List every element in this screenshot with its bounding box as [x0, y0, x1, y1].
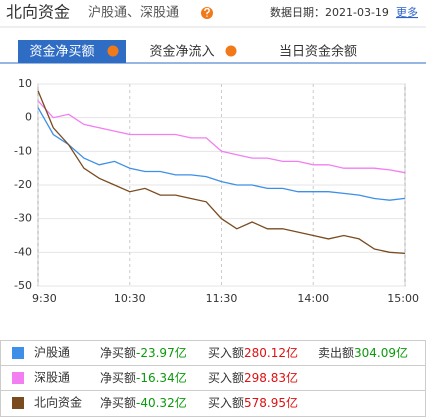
help-glyph [204, 7, 210, 17]
cell-value: -23.97亿 [136, 345, 187, 360]
cell-label: 卖出额 [318, 346, 354, 360]
legend-swatch [12, 347, 24, 359]
tab-label[interactable]: 资金净流入 [149, 44, 214, 60]
more-link[interactable]: 更多 [396, 5, 418, 19]
cell-label: 净买额 [100, 346, 136, 360]
cell-value: 578.95亿 [244, 395, 298, 410]
x-tick-label: 11:30 [206, 292, 238, 305]
cell-value: -16.34亿 [136, 370, 187, 385]
table-cell: 买入额298.83亿 [208, 370, 298, 385]
cell-value: 304.09亿 [354, 345, 408, 360]
cell-label: 买入额 [208, 396, 244, 410]
cell-label: 买入额 [208, 346, 244, 360]
help-icon[interactable] [107, 45, 119, 57]
table-cell: 卖出额304.09亿 [318, 345, 408, 360]
legend-swatch [12, 397, 24, 409]
table-cell: 净买额-16.34亿 [100, 370, 187, 385]
y-tick-label: -10 [14, 144, 32, 157]
cell-value: -40.32亿 [136, 395, 187, 410]
table-cell: 买入额280.12亿 [208, 345, 298, 360]
legend-swatch [12, 372, 24, 384]
tab-label[interactable]: 当日资金余额 [279, 44, 357, 60]
legend-label: 深股通 [34, 371, 70, 385]
x-tick-label: 9:30 [32, 292, 57, 305]
x-tick-label: 15:00 [387, 292, 419, 305]
subtitle: 沪股通、深股通 [88, 5, 179, 21]
legend-label: 北向资金 [34, 395, 82, 410]
table-cell: 买入额578.95亿 [208, 395, 298, 410]
table-cell: 净买额-40.32亿 [100, 395, 187, 410]
title: 北向资金 [6, 3, 70, 22]
help-icon[interactable] [225, 45, 237, 57]
series-line [37, 90, 406, 255]
x-tick-label: 10:30 [114, 292, 146, 305]
tab-active[interactable] [18, 40, 126, 63]
legend-label: 沪股通 [34, 346, 70, 360]
y-tick-label: -30 [14, 212, 32, 225]
tab-label[interactable]: 资金净买额 [29, 44, 94, 60]
series-line [37, 100, 406, 174]
x-tick-label: 14:00 [297, 292, 329, 305]
y-tick-label: -20 [14, 178, 32, 191]
y-tick-label: -50 [14, 279, 32, 292]
cell-label: 净买额 [100, 396, 136, 410]
date: 数据日期：2021-03-19 [270, 5, 389, 19]
cell-value: 280.12亿 [244, 345, 298, 360]
cell-value: 298.83亿 [244, 370, 298, 385]
y-tick-label: -40 [14, 245, 32, 258]
y-tick-label: 10 [18, 77, 32, 90]
series-line [37, 107, 406, 201]
cell-label: 买入额 [208, 371, 244, 385]
table-cell: 净买额-23.97亿 [100, 345, 187, 360]
y-tick-label: 0 [25, 111, 32, 124]
cell-label: 净买额 [100, 371, 136, 385]
